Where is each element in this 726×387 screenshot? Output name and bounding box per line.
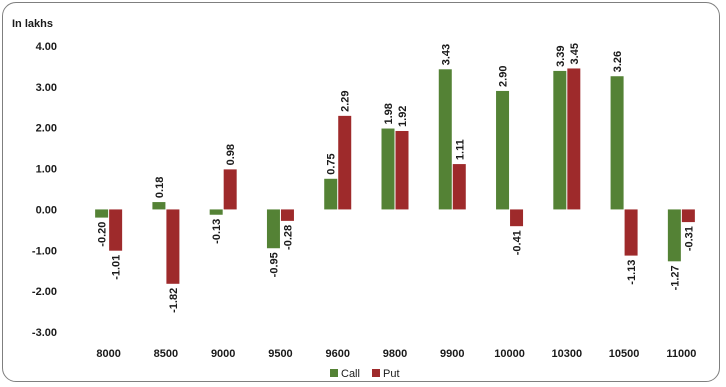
call-bar xyxy=(324,178,338,210)
call-bar xyxy=(95,209,109,218)
call-data-label: -0.95 xyxy=(268,252,280,277)
call-data-label: -0.20 xyxy=(97,222,109,247)
put-legend-swatch xyxy=(372,369,380,377)
put-bar xyxy=(223,169,237,210)
call-bar xyxy=(496,90,510,210)
bars: -0.20-1.01 0.18 -1.82 -0.13 0.98 -0.95-0.28 0.… xyxy=(95,43,695,313)
call-data-label: 3.39 xyxy=(555,46,567,67)
put-bar xyxy=(624,209,638,256)
x-tick-label: 8000 xyxy=(96,348,120,360)
put-bar xyxy=(510,209,524,227)
x-tick-label: 10500 xyxy=(609,348,640,360)
put-bar xyxy=(109,209,123,251)
put-bar xyxy=(681,209,695,223)
x-tick-label: 10300 xyxy=(552,348,583,360)
call-data-label: 3.26 xyxy=(612,51,624,72)
y-tick-label: 0.00 xyxy=(36,204,57,216)
put-legend-label: Put xyxy=(383,368,400,380)
put-bar xyxy=(280,209,294,221)
y-tick-label: 4.00 xyxy=(36,41,57,53)
y-tick-label: -3.00 xyxy=(32,327,57,339)
x-tick-label: 9500 xyxy=(268,348,292,360)
call-data-label: 0.75 xyxy=(326,153,338,174)
put-data-label: -0.41 xyxy=(512,230,524,255)
call-bar xyxy=(438,69,452,210)
y-tick-label: 1.00 xyxy=(36,164,57,176)
put-data-label: 2.29 xyxy=(340,90,352,111)
call-data-label: 3.43 xyxy=(440,44,452,65)
y-tick-label: -2.00 xyxy=(32,286,57,298)
put-data-label: 0.98 xyxy=(225,144,237,165)
put-data-label: -0.31 xyxy=(683,226,695,251)
x-tick-label: 9900 xyxy=(440,348,464,360)
put-bar xyxy=(395,130,409,210)
call-data-label: 1.98 xyxy=(383,103,395,124)
x-tick-label: 9800 xyxy=(383,348,407,360)
put-data-label: 1.92 xyxy=(397,106,409,127)
put-bar xyxy=(338,115,352,210)
x-tick-label: 8500 xyxy=(154,348,178,360)
x-axis: 8000 8500 9000 9500 9600 9800 9900 10000 10300 10… xyxy=(96,348,696,360)
put-data-label: -1.82 xyxy=(168,288,180,313)
call-legend-label: Call xyxy=(341,368,360,380)
call-data-label: 2.90 xyxy=(498,66,510,87)
put-bar xyxy=(166,209,180,284)
chart-frame xyxy=(2,2,720,382)
call-bar xyxy=(152,202,166,210)
unit-label: In lakhs xyxy=(12,18,53,30)
put-bar xyxy=(452,164,466,210)
x-tick-label: 11000 xyxy=(666,348,696,360)
x-tick-label: 10000 xyxy=(494,348,525,360)
call-legend-swatch xyxy=(330,369,338,377)
call-bar xyxy=(553,70,567,210)
y-axis: 4.00 3.00 2.00 1.00 0.00 -1.00 -2.00 -3.00 xyxy=(32,41,57,339)
call-bar xyxy=(667,209,681,262)
y-tick-label: 2.00 xyxy=(36,123,57,135)
put-data-label: 3.45 xyxy=(569,43,581,64)
put-data-label: -1.01 xyxy=(111,255,123,280)
x-tick-label: 9600 xyxy=(325,348,349,360)
call-bar xyxy=(381,128,395,210)
x-tick-label: 9000 xyxy=(211,348,235,360)
call-bar xyxy=(266,209,280,249)
y-tick-label: -1.00 xyxy=(32,245,57,257)
put-bar xyxy=(567,68,581,210)
put-data-label: -0.28 xyxy=(282,225,294,250)
call-data-label: 0.18 xyxy=(154,177,166,198)
y-tick-label: 3.00 xyxy=(36,82,57,94)
legend: Call Put xyxy=(330,368,400,380)
call-data-label: -1.27 xyxy=(669,265,681,290)
call-bar xyxy=(209,209,223,215)
put-data-label: 1.11 xyxy=(454,139,466,160)
call-bar xyxy=(610,76,624,210)
call-data-label: -0.13 xyxy=(211,219,223,244)
put-data-label: -1.13 xyxy=(626,260,638,285)
